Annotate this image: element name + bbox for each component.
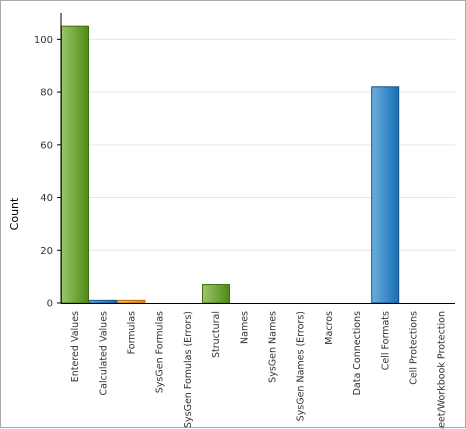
- x-tick-labels: Entered Values Calculated Values Formulas S…: [70, 311, 448, 429]
- y-axis-title: Count: [8, 197, 21, 230]
- y-tick-labels: 0 20 40 60 80 100: [34, 35, 61, 310]
- bars: [61, 25, 400, 304]
- x-tick-label: Sheet/Workbook Protection: [437, 311, 448, 429]
- x-tick-label: Entered Values: [70, 311, 81, 382]
- bar-cell-formats[interactable]: [371, 86, 400, 304]
- y-tick-label: 100: [34, 35, 53, 46]
- bar-calculated-values[interactable]: [89, 299, 118, 304]
- x-tick-label: SysGen Formulas: [155, 311, 166, 393]
- x-tick-label: Names: [239, 311, 250, 344]
- x-tick-label: SysGen Names (Errors): [296, 311, 307, 421]
- y-tick-label: 60: [40, 140, 53, 151]
- x-tick-label: SysGen Fomulas (Errors): [183, 311, 194, 428]
- x-tick-label: Data Connections: [352, 311, 363, 395]
- x-tick-label: Structural: [211, 311, 222, 358]
- y-tick-label: 80: [40, 88, 53, 99]
- bar-entered-values[interactable]: [61, 25, 89, 304]
- x-tick-label: Calculated Values: [98, 311, 109, 396]
- bar-formulas[interactable]: [117, 299, 146, 304]
- x-tick-label: Macros: [324, 311, 335, 345]
- axes: [60, 13, 455, 304]
- x-tick-label: SysGen Names: [268, 311, 279, 383]
- x-tick-label: Formulas: [127, 311, 138, 354]
- y-tick-label: 0: [47, 299, 53, 310]
- x-tick-label: Cell Formats: [380, 311, 391, 370]
- x-tick-label: Cell Protections: [409, 311, 420, 385]
- y-tick-label: 20: [40, 246, 53, 257]
- y-tick-label: 40: [40, 193, 53, 204]
- bar-structural[interactable]: [202, 284, 230, 304]
